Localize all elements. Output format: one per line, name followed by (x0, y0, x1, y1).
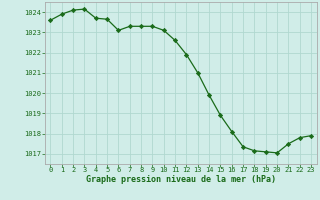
X-axis label: Graphe pression niveau de la mer (hPa): Graphe pression niveau de la mer (hPa) (86, 175, 276, 184)
